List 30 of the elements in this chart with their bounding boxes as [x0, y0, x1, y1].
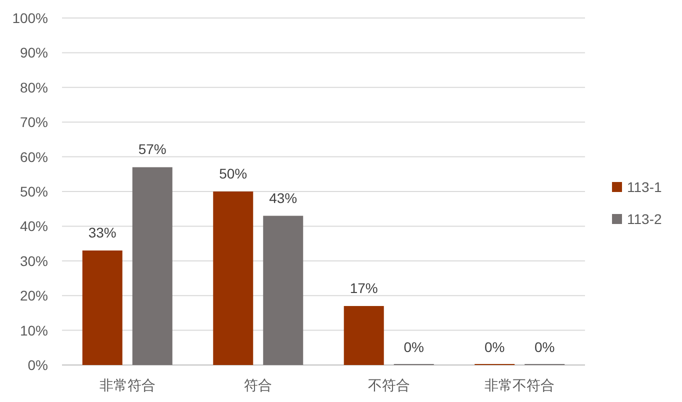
x-tick-label: 符合: [244, 377, 272, 393]
bar: [82, 250, 122, 365]
data-label: 0%: [404, 339, 424, 355]
data-label: 50%: [219, 166, 248, 182]
x-tick-label: 不符合: [368, 377, 410, 393]
y-tick-label: 20%: [20, 288, 48, 304]
bar: [213, 192, 254, 365]
y-tick-label: 100%: [12, 10, 48, 26]
y-tick-label: 50%: [20, 184, 48, 200]
bar: [344, 306, 384, 365]
data-label: 0%: [534, 339, 555, 355]
bar: [263, 216, 304, 365]
data-label: 57%: [138, 141, 166, 158]
legend-label: 113-1: [627, 179, 662, 195]
x-tick-label: 非常不符合: [484, 377, 555, 393]
bar: [132, 167, 172, 365]
legend-label: 113-2: [627, 211, 662, 227]
data-label: 0%: [484, 339, 505, 355]
x-tick-label: 非常符合: [99, 377, 156, 393]
y-tick-label: 0%: [28, 357, 48, 373]
y-tick-label: 60%: [20, 148, 48, 165]
y-tick-label: 10%: [20, 322, 48, 338]
y-tick-label: 30%: [20, 252, 48, 269]
y-tick-label: 80%: [20, 79, 48, 96]
y-tick-label: 40%: [20, 218, 48, 234]
y-tick-label: 90%: [20, 44, 48, 61]
data-label: 43%: [269, 190, 298, 206]
data-label: 33%: [88, 224, 116, 240]
y-tick-label: 70%: [20, 114, 48, 130]
data-label: 17%: [350, 280, 378, 296]
